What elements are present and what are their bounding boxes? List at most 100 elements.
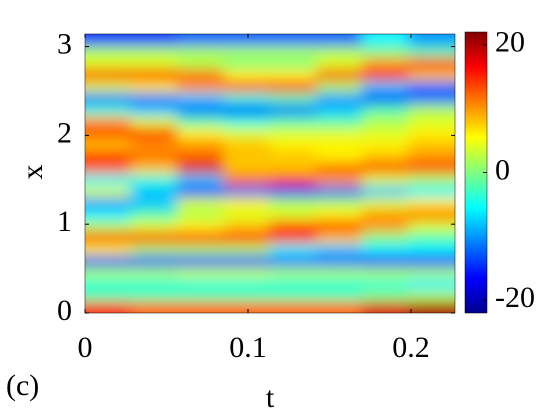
heatmap-cell xyxy=(408,115,455,128)
heatmap-cell xyxy=(85,161,132,175)
heatmap-cell xyxy=(223,138,271,151)
x-tick-label: 0.2 xyxy=(392,331,430,364)
heatmap-cell xyxy=(85,103,132,116)
heatmap-cell xyxy=(177,103,225,116)
heatmap-cell xyxy=(177,138,225,151)
heatmap-cell xyxy=(408,219,455,233)
heatmap-cell xyxy=(362,243,410,256)
plot-area xyxy=(85,34,455,313)
heatmap-cell xyxy=(362,103,410,116)
heatmap-cell xyxy=(408,80,455,93)
heatmap-cell xyxy=(408,243,455,256)
panel-label: (c) xyxy=(6,369,39,402)
heatmap-cell xyxy=(177,161,225,175)
heatmap-cell xyxy=(85,196,132,209)
heatmap-cell xyxy=(408,138,455,151)
heatmap-cell xyxy=(408,289,455,302)
heatmap-cell xyxy=(130,57,178,70)
heatmap-cell xyxy=(316,196,363,209)
y-tick-label: 0 xyxy=(57,294,72,327)
y-tick-label: 2 xyxy=(57,116,72,149)
heatmap-cell xyxy=(362,161,410,175)
heatmap-cell xyxy=(85,231,132,244)
heatmap-cell xyxy=(270,196,317,209)
heatmap-cell xyxy=(223,103,271,116)
heatmap-cell xyxy=(223,34,271,47)
heatmap-cell xyxy=(362,34,410,47)
heatmap-cell xyxy=(316,231,363,244)
heatmap-cell xyxy=(316,185,363,198)
heatmap-cell xyxy=(362,115,410,128)
heatmap-cell xyxy=(362,266,410,279)
heatmap-cell xyxy=(130,173,178,186)
heatmap-cell xyxy=(85,115,132,128)
heatmap-cell xyxy=(270,208,317,221)
heatmap-cell xyxy=(408,150,455,163)
heatmap-cell xyxy=(177,208,225,221)
heatmap-cell xyxy=(362,219,410,233)
heatmap-cell xyxy=(85,243,132,256)
heatmap-cell xyxy=(316,115,363,128)
heatmap-cell xyxy=(362,92,410,105)
heatmap-cell xyxy=(408,92,455,105)
heatmap-cell xyxy=(408,57,455,70)
x-tick-label: 0.1 xyxy=(229,331,267,364)
heatmap-cell xyxy=(223,57,271,70)
heatmap-cell xyxy=(223,185,271,198)
heatmap-cell xyxy=(223,173,271,186)
heatmap-cell xyxy=(408,185,455,198)
heatmap-cell xyxy=(223,301,271,313)
heatmap-cell xyxy=(130,80,178,93)
heatmap-cell xyxy=(85,34,132,47)
heatmap-cell xyxy=(408,103,455,116)
heatmap-cell xyxy=(362,138,410,151)
heatmap-cell xyxy=(130,150,178,163)
heatmap-cell xyxy=(85,208,132,221)
heatmap-cell xyxy=(408,161,455,175)
heatmap-cell xyxy=(270,278,317,291)
heatmap-cell xyxy=(177,196,225,209)
heatmap-cell xyxy=(223,150,271,163)
heatmap-cell xyxy=(177,80,225,93)
heatmap-cell xyxy=(270,126,317,140)
heatmap-cell xyxy=(408,68,455,81)
heatmap-cell xyxy=(177,289,225,302)
heatmap-cell xyxy=(362,80,410,93)
heatmap-cell xyxy=(177,254,225,268)
heatmap-cell xyxy=(362,231,410,244)
heatmap-cell xyxy=(316,161,363,175)
heatmap-cell xyxy=(316,243,363,256)
heatmap-cell xyxy=(270,57,317,70)
heatmap-cell xyxy=(85,278,132,291)
heatmap-cell xyxy=(130,254,178,268)
heatmap-cell xyxy=(362,173,410,186)
heatmap-cell xyxy=(270,219,317,233)
heatmap-cell xyxy=(130,45,178,58)
heatmap-cell xyxy=(408,126,455,140)
heatmap-cell xyxy=(85,68,132,81)
heatmap-cell xyxy=(270,92,317,105)
heatmap-cell xyxy=(223,92,271,105)
heatmap-cell xyxy=(85,150,132,163)
heatmap-cell xyxy=(362,278,410,291)
heatmap-cell xyxy=(270,115,317,128)
heatmap-cell xyxy=(177,185,225,198)
colorbar-tick-label: 20 xyxy=(495,26,525,59)
colorbar-tick-label: 0 xyxy=(495,153,510,186)
heatmap-cell xyxy=(408,231,455,244)
heatmap-cell xyxy=(223,278,271,291)
heatmap-cell xyxy=(316,301,363,313)
heatmap-cell xyxy=(408,173,455,186)
heatmap-cell xyxy=(316,45,363,58)
heatmap-cell xyxy=(408,45,455,58)
y-tick-label: 3 xyxy=(57,27,72,60)
heatmap-cell xyxy=(223,196,271,209)
heatmap-cell xyxy=(316,278,363,291)
heatmap-cell xyxy=(408,266,455,279)
heatmap-cell xyxy=(130,126,178,140)
heatmap-cell xyxy=(85,173,132,186)
heatmap-cell xyxy=(130,266,178,279)
heatmap-cell xyxy=(270,243,317,256)
heatmap-cell xyxy=(130,115,178,128)
heatmap-cell xyxy=(177,150,225,163)
